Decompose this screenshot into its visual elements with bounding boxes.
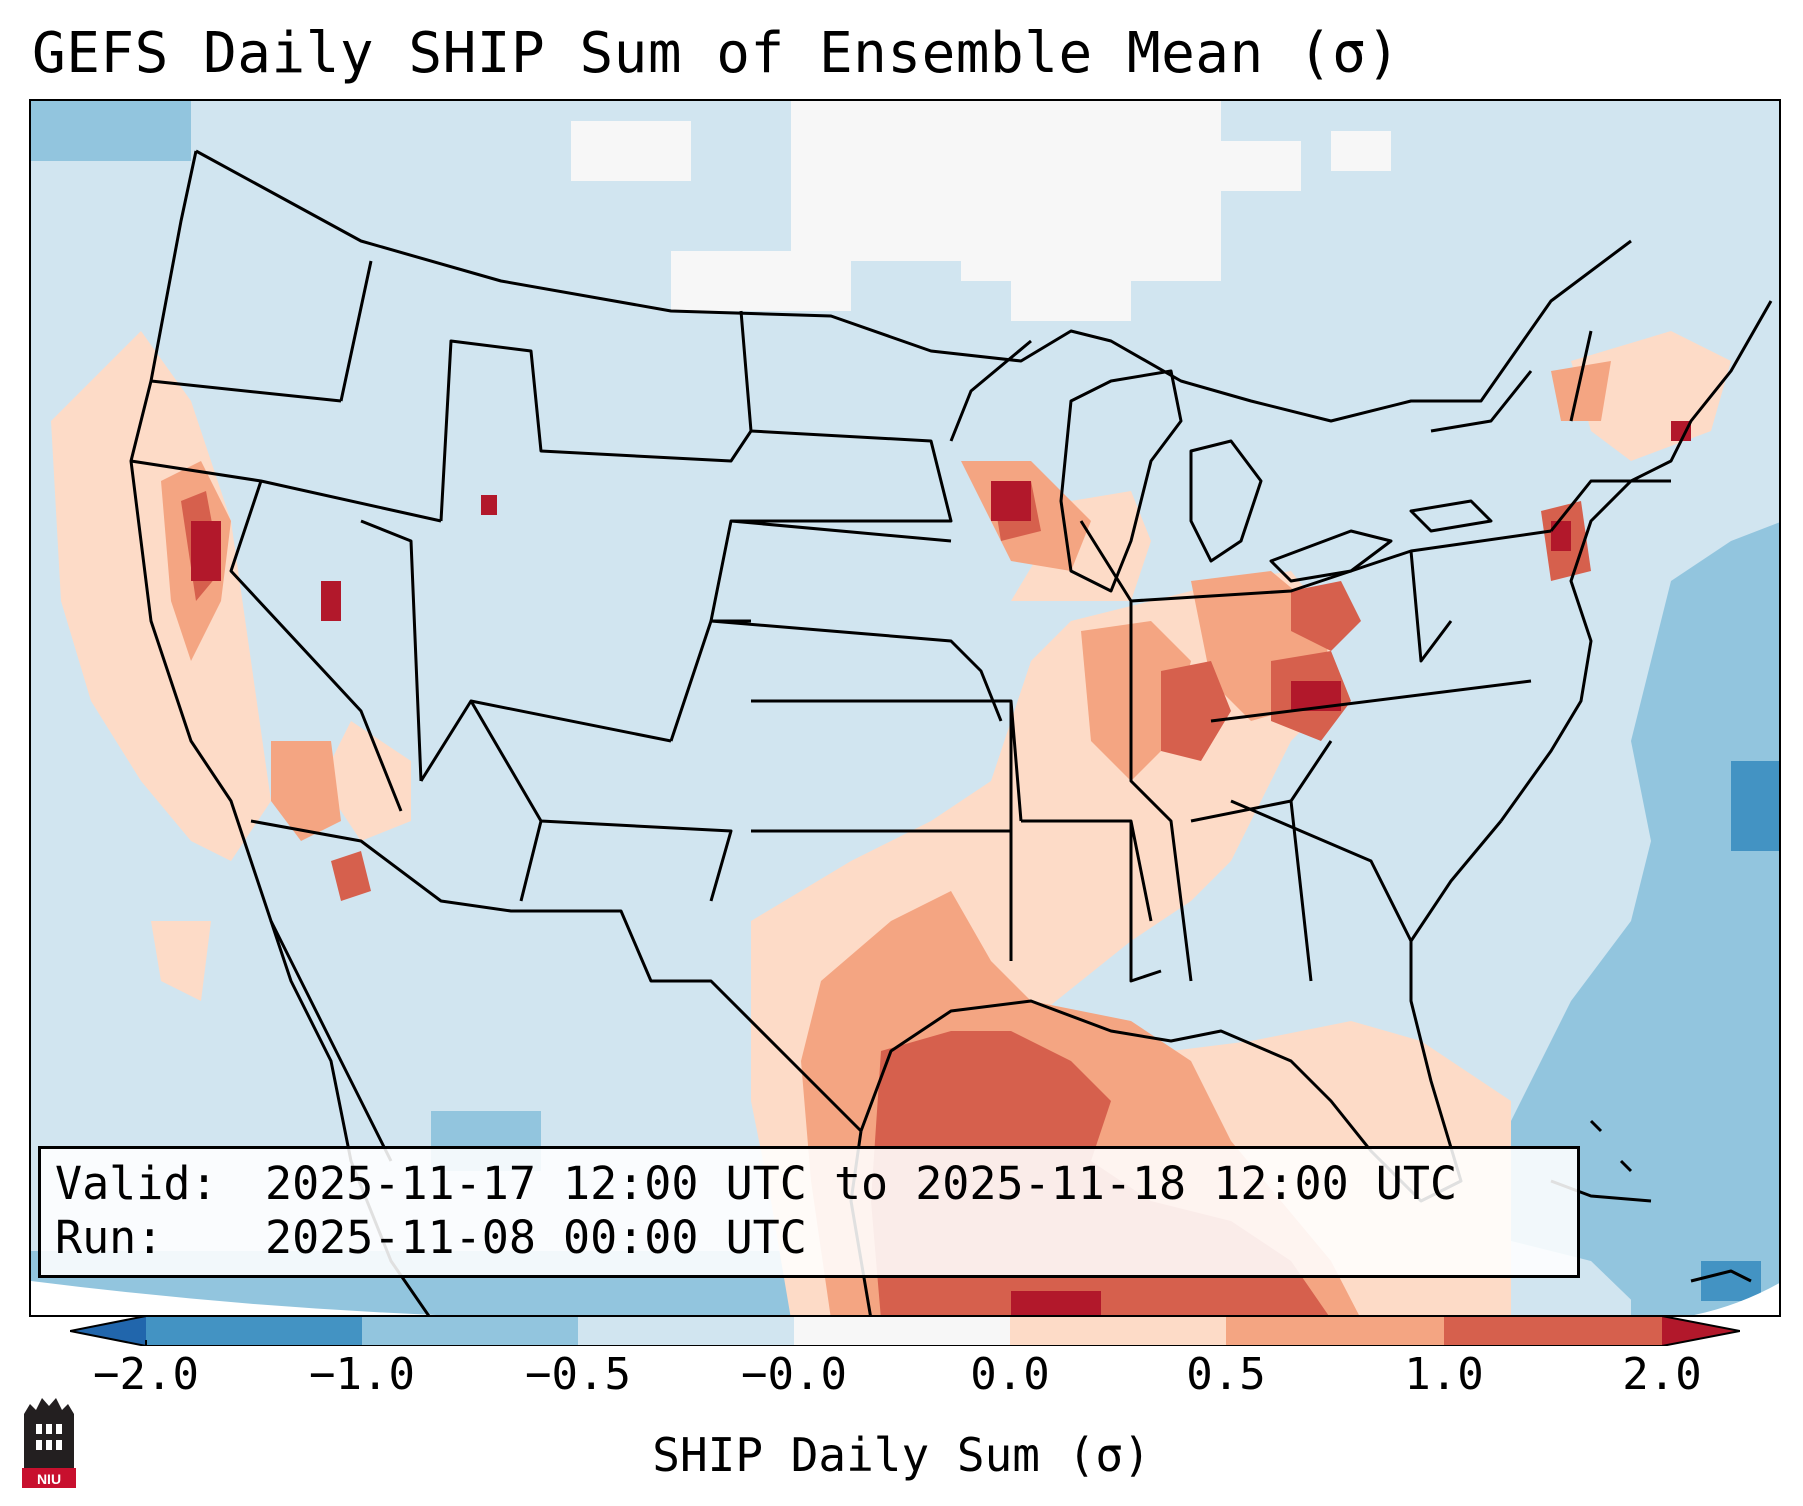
run-line: Run: 2025-11-08 00:00 UTC <box>55 1211 1563 1265</box>
colorbar-bin-2 <box>362 1316 578 1346</box>
us-canada-border <box>195 149 1632 423</box>
tick-label: −0.5 <box>525 1349 631 1400</box>
colorbar-bin-4 <box>794 1316 1010 1346</box>
map-panel <box>29 99 1781 1317</box>
run-value: 2025-11-08 00:00 UTC <box>265 1211 807 1264</box>
tick-label: 0.5 <box>1186 1349 1266 1400</box>
strong-negative-region <box>1701 761 1779 1301</box>
colorbar-bin-7 <box>1444 1316 1662 1346</box>
colorbar <box>70 1316 1740 1346</box>
boundaries <box>129 149 1773 1315</box>
tick-label: 2.0 <box>1622 1349 1702 1400</box>
colorbar-bin-5 <box>1010 1316 1226 1346</box>
caribbean-islands <box>1550 1119 1752 1283</box>
niu-logo: NIU <box>22 1398 76 1488</box>
tick-label: −0.0 <box>741 1349 847 1400</box>
tick-label: 1.0 <box>1404 1349 1484 1400</box>
colorbar-label: SHIP Daily Sum (σ) <box>652 1428 1151 1482</box>
projection-edge-right <box>1694 1283 1779 1315</box>
great-lakes <box>1059 369 1493 593</box>
projection-edge <box>31 1281 437 1315</box>
colorbar-ticks: −2.0 −1.0 −0.5 −0.0 0.0 0.5 1.0 2.0 <box>0 1350 1803 1400</box>
tick-label: 0.0 <box>970 1349 1050 1400</box>
map-title: GEFS Daily SHIP Sum of Ensemble Mean (σ) <box>32 21 1401 86</box>
map-canvas <box>31 101 1779 1315</box>
colorbar-bin-8 <box>1662 1316 1740 1346</box>
us-mexico-border <box>250 819 863 1133</box>
valid-line: Valid: 2025-11-17 12:00 UTC to 2025-11-18… <box>55 1157 1563 1211</box>
validity-info-box: Valid: 2025-11-17 12:00 UTC to 2025-11-18… <box>38 1146 1580 1278</box>
east-coast <box>1499 300 1773 822</box>
run-label: Run: <box>55 1211 164 1264</box>
colorbar-bin-0 <box>70 1316 146 1346</box>
logo-text: NIU <box>37 1471 61 1487</box>
colorbar-bin-3 <box>578 1316 794 1346</box>
colorbar-bin-6 <box>1226 1316 1444 1346</box>
tick-label: −1.0 <box>309 1349 415 1400</box>
state-lines-central <box>709 310 1162 983</box>
near-zero-region <box>571 101 1391 321</box>
valid-label: Valid: <box>55 1157 218 1210</box>
valid-value: 2025-11-17 12:00 UTC to 2025-11-18 12:00… <box>265 1157 1458 1210</box>
gulf-coast <box>859 820 1503 1203</box>
colorbar-bin-1 <box>146 1316 362 1346</box>
tick-label: −2.0 <box>93 1349 199 1400</box>
west-coast <box>129 150 393 1162</box>
